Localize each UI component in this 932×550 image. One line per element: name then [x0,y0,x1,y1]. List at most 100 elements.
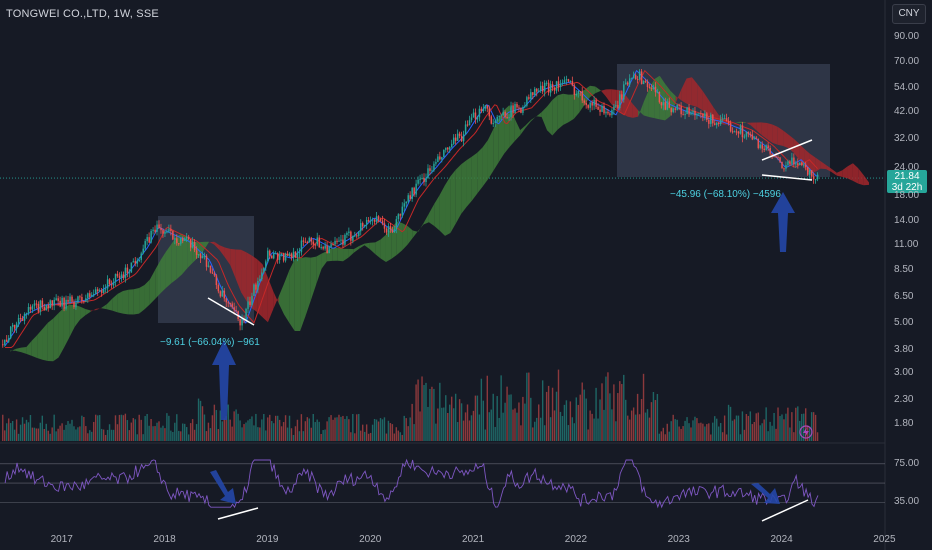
cloud-segment [262,264,268,323]
candle-body [344,234,346,245]
candle-body [476,117,479,120]
candle-body [490,116,493,124]
candle-body [445,147,447,150]
volume-bar [725,434,728,441]
candle-body [217,285,220,292]
cloud-segment [155,260,161,299]
cloud-segment [214,241,220,251]
candle-body [452,137,455,144]
cloud-segment [600,89,607,97]
volume-bar [553,410,556,441]
volume-bar [435,423,437,441]
candle-body [601,105,603,112]
candle-body [112,282,115,286]
volume-bar [674,419,676,441]
volume-bar [676,419,678,441]
volume-bar [255,413,257,441]
volume-bar [585,398,587,441]
cloud-segment [831,168,837,176]
up-arrow-2024 [771,192,795,252]
candle-body [65,299,67,309]
volume-bar [810,412,813,441]
volume-bar [138,414,140,441]
volume-bar [478,414,481,441]
candle-body [619,94,621,109]
candle-body [201,255,204,259]
candle-body [265,261,267,268]
cloud-segment [74,304,81,327]
volume-bar [367,433,370,441]
cloud-segment [412,230,419,238]
volume-bar [522,396,524,441]
candle-body [518,107,520,109]
volume-bar [79,426,81,441]
volume-bar [753,421,755,441]
candle-body [120,274,123,278]
candle-body [577,91,580,94]
cloud-segment [90,308,97,312]
candle-body [63,297,65,309]
volume-bar [769,421,771,441]
candle-body [460,135,463,142]
candle-body [19,317,22,319]
volume-bar [498,417,500,441]
candle-body [462,134,465,142]
candle-body [611,110,613,116]
volume-bar [816,432,819,441]
volume-bar [421,376,423,441]
candle-body [538,90,540,92]
candle-body [367,219,370,222]
volume-bar [623,374,625,441]
candle-body [336,240,338,242]
volume-bar [719,423,722,441]
cloud-segment [852,163,859,184]
rsi-divergence-2018 [217,507,259,520]
candle-body [187,236,190,240]
candle-body [393,229,396,233]
candle-body [306,242,309,244]
cloud-segment [820,161,827,170]
cloud-segment [767,123,773,143]
volume-bar [425,382,427,441]
candle-body [498,115,500,117]
cloud-segment [643,89,649,118]
candle-body [632,75,635,79]
volume-bar [85,426,87,441]
volume-bar [670,421,672,441]
candle-body [747,132,750,135]
volume-bar [369,432,372,441]
candle-body [320,247,322,249]
candle-body [373,219,376,222]
candle-body [253,284,255,296]
volume-bar [603,409,605,441]
x-tick-label: 2025 [873,534,896,545]
volume-bar [4,430,6,441]
volume-bar [407,426,409,441]
volume-bar [530,397,532,441]
cloud-segment [563,93,569,126]
volume-bar [490,409,492,441]
candle-body [413,187,415,195]
currency-button[interactable]: CNY [892,4,926,24]
candle-body [806,167,809,175]
volume-bar [162,425,164,441]
candle-body [812,176,815,180]
candle-body [71,296,73,302]
volume-bar [63,429,65,441]
volume-bar [278,419,281,441]
volume-bar [205,431,208,441]
volume-bar [708,423,710,441]
candle-body [2,344,4,346]
volume-bar [399,432,401,441]
volume-bar [504,402,506,441]
volume-bar [203,414,206,441]
candle-body [526,97,528,106]
cloud-segment [224,247,231,266]
candle-body [33,303,36,306]
volume-bar [168,415,170,441]
candle-body [152,229,154,231]
candle-body [39,300,42,312]
candle-body [502,111,504,116]
